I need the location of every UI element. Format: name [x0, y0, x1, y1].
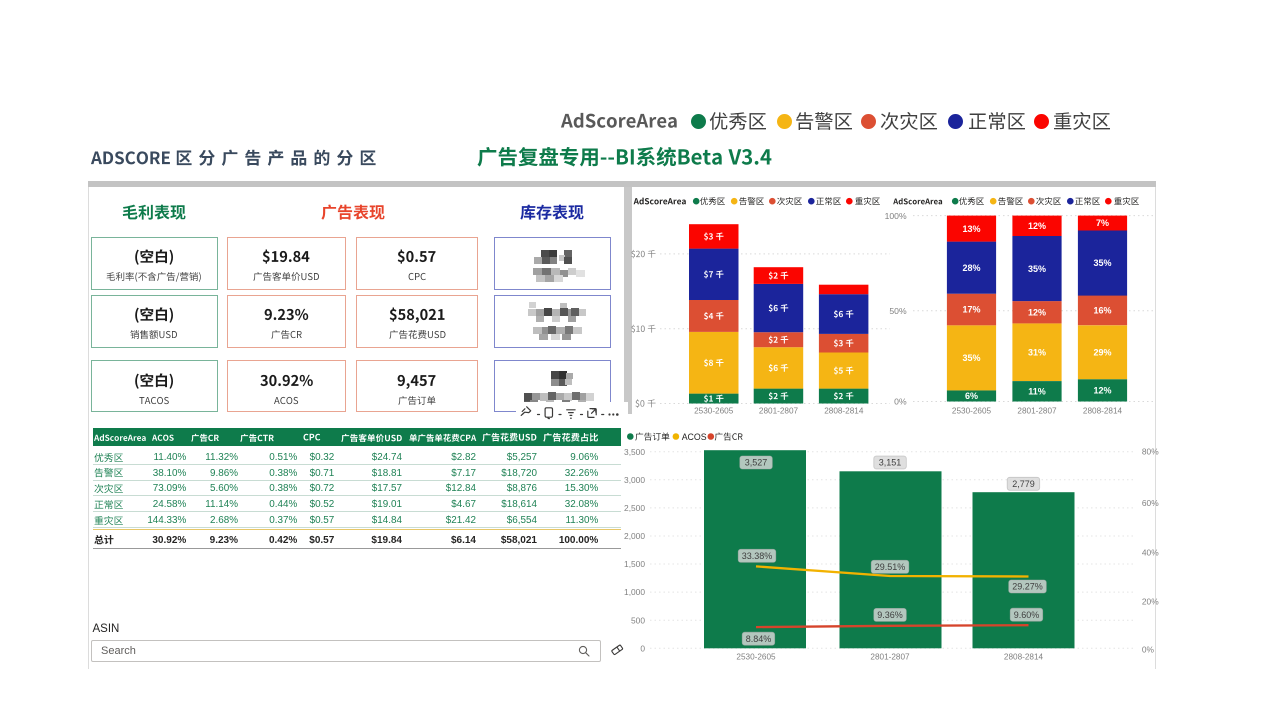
- svg-text:29%: 29%: [1093, 347, 1111, 357]
- svg-text:9.60%: 9.60%: [1014, 610, 1040, 620]
- svg-text:16%: 16%: [1093, 306, 1111, 316]
- svg-text:0%: 0%: [894, 397, 907, 407]
- svg-text:12%: 12%: [1028, 308, 1046, 318]
- svg-text:13%: 13%: [962, 224, 980, 234]
- svg-text:2808-2814: 2808-2814: [1083, 407, 1123, 416]
- svg-text:2801-2807: 2801-2807: [1017, 407, 1057, 416]
- svg-text:50%: 50%: [889, 306, 907, 316]
- svg-text:35%: 35%: [1093, 258, 1111, 268]
- svg-text:2808-2814: 2808-2814: [824, 407, 864, 416]
- svg-text:2,500: 2,500: [624, 503, 645, 513]
- svg-text:28%: 28%: [962, 263, 980, 273]
- svg-text:3,000: 3,000: [624, 475, 645, 485]
- svg-text:2808-2814: 2808-2814: [1004, 653, 1044, 662]
- svg-text:2801-2807: 2801-2807: [870, 653, 910, 662]
- svg-text:33.38%: 33.38%: [742, 551, 773, 561]
- svg-text:0%: 0%: [1142, 644, 1155, 654]
- svg-text:1,500: 1,500: [624, 559, 645, 569]
- svg-text:12%: 12%: [1028, 221, 1046, 231]
- svg-text:ACOS: ACOS: [682, 432, 707, 442]
- svg-text:60%: 60%: [1142, 498, 1159, 508]
- svg-text:2801-2807: 2801-2807: [759, 407, 799, 416]
- svg-text:2530-2605: 2530-2605: [952, 407, 992, 416]
- svg-text:12%: 12%: [1093, 386, 1111, 396]
- svg-text:0: 0: [640, 643, 645, 653]
- svg-text:31%: 31%: [1028, 347, 1046, 357]
- svg-text:7%: 7%: [1096, 218, 1109, 228]
- svg-text:2,000: 2,000: [624, 531, 645, 541]
- svg-text:11%: 11%: [1028, 387, 1046, 397]
- svg-text:3,500: 3,500: [624, 447, 645, 457]
- svg-text:2530-2605: 2530-2605: [694, 407, 734, 416]
- svg-text:35%: 35%: [1028, 264, 1046, 274]
- svg-text:9.36%: 9.36%: [877, 610, 903, 620]
- svg-text:80%: 80%: [1142, 446, 1159, 456]
- svg-text:17%: 17%: [962, 305, 980, 315]
- svg-text:3,527: 3,527: [745, 458, 768, 468]
- svg-text:29.51%: 29.51%: [875, 562, 906, 572]
- svg-text:2530-2605: 2530-2605: [736, 653, 776, 662]
- svg-text:1,000: 1,000: [624, 587, 645, 597]
- svg-text:35%: 35%: [962, 353, 980, 363]
- svg-text:40%: 40%: [1142, 548, 1159, 558]
- svg-text:2,779: 2,779: [1012, 479, 1035, 489]
- svg-text:8.84%: 8.84%: [746, 634, 772, 644]
- svg-text:20%: 20%: [1142, 597, 1159, 607]
- svg-text:29.27%: 29.27%: [1012, 582, 1043, 592]
- svg-text:6%: 6%: [965, 391, 978, 401]
- svg-text:100%: 100%: [885, 211, 907, 221]
- svg-text:500: 500: [631, 615, 645, 625]
- svg-text:3,151: 3,151: [879, 458, 902, 468]
